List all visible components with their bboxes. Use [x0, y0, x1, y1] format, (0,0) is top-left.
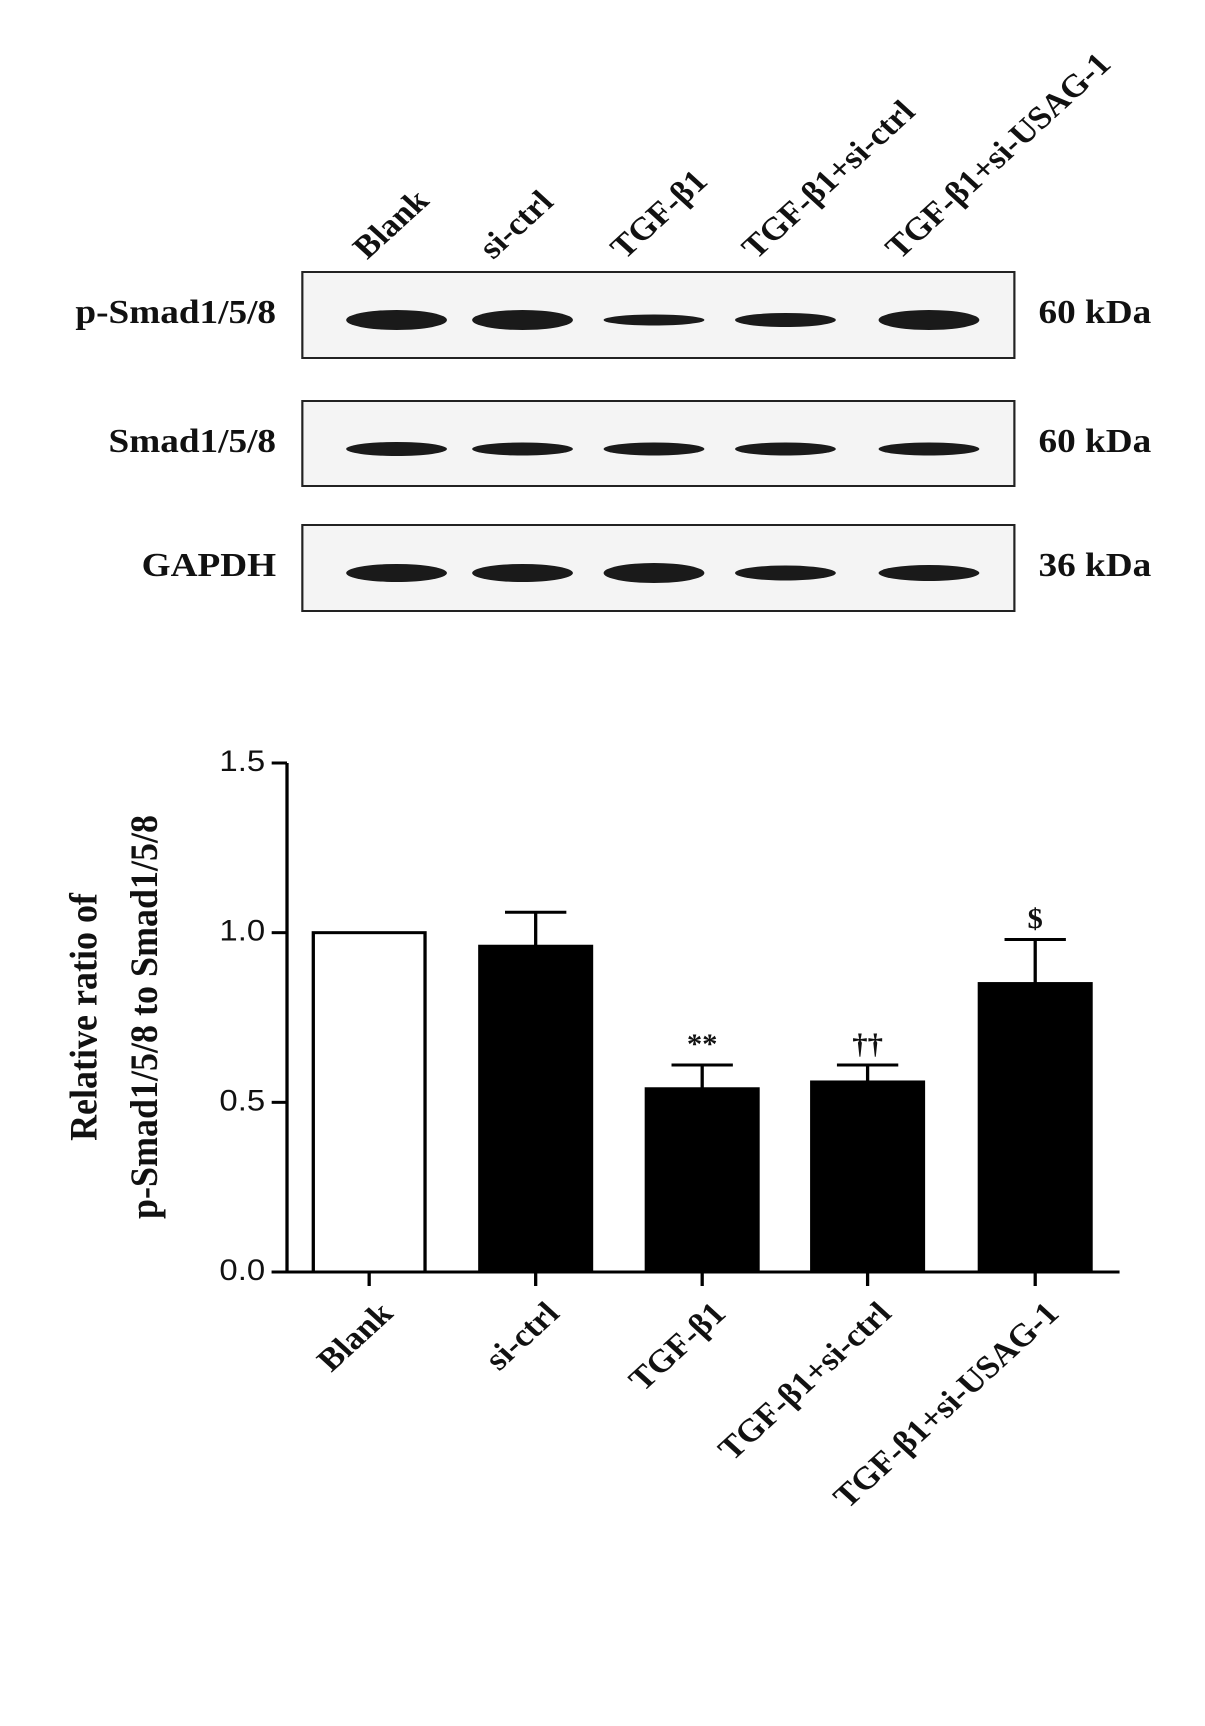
band — [346, 310, 447, 330]
bar — [311, 931, 427, 1274]
band — [346, 564, 447, 582]
y-tick-label: 1.5 — [219, 744, 265, 777]
band — [346, 442, 447, 456]
bar — [478, 944, 594, 1274]
significance: $ — [1028, 904, 1043, 935]
row-label: Smad1/5/8 — [108, 421, 276, 459]
bar — [810, 1080, 926, 1274]
band — [603, 563, 705, 583]
y-axis-title: p-Smad1/5/8 to Smad1/5/8 — [122, 815, 166, 1219]
y-axis-title: Relative ratio of — [62, 893, 106, 1141]
lane-label: TGF-β1 — [603, 163, 715, 265]
x-tick-label: TGF-β1+si-ctrl — [711, 1296, 899, 1468]
band — [735, 313, 836, 327]
band — [472, 310, 573, 330]
size-label: 60 kDa — [1038, 421, 1151, 459]
x-tick-label: si-ctrl — [478, 1296, 567, 1377]
bar — [977, 982, 1093, 1274]
y-tick-label: 0.0 — [219, 1253, 265, 1286]
y-tick-label: 1.0 — [219, 914, 265, 947]
lane-label: TGF-β1+si-USAG-1 — [878, 46, 1118, 265]
band — [472, 442, 573, 456]
lane-label: si-ctrl — [472, 184, 561, 265]
x-tick-label: TGF-β1 — [622, 1296, 734, 1398]
band — [472, 564, 573, 582]
size-label: 36 kDa — [1038, 545, 1151, 583]
band — [735, 442, 836, 456]
y-tick-label: 0.5 — [219, 1084, 265, 1117]
size-label: 60 kDa — [1038, 292, 1151, 330]
band — [603, 442, 705, 456]
band — [878, 565, 980, 581]
row-label: p-Smad1/5/8 — [75, 292, 276, 330]
band — [878, 442, 980, 456]
band — [878, 310, 980, 330]
band — [735, 565, 836, 581]
significance: ** — [687, 1030, 718, 1061]
row-label: GAPDH — [142, 545, 277, 583]
bar — [644, 1087, 760, 1274]
lane-label: Blank — [346, 183, 437, 266]
x-tick-label: Blank — [310, 1295, 401, 1378]
band — [603, 314, 705, 326]
significance: †† — [852, 1030, 883, 1061]
